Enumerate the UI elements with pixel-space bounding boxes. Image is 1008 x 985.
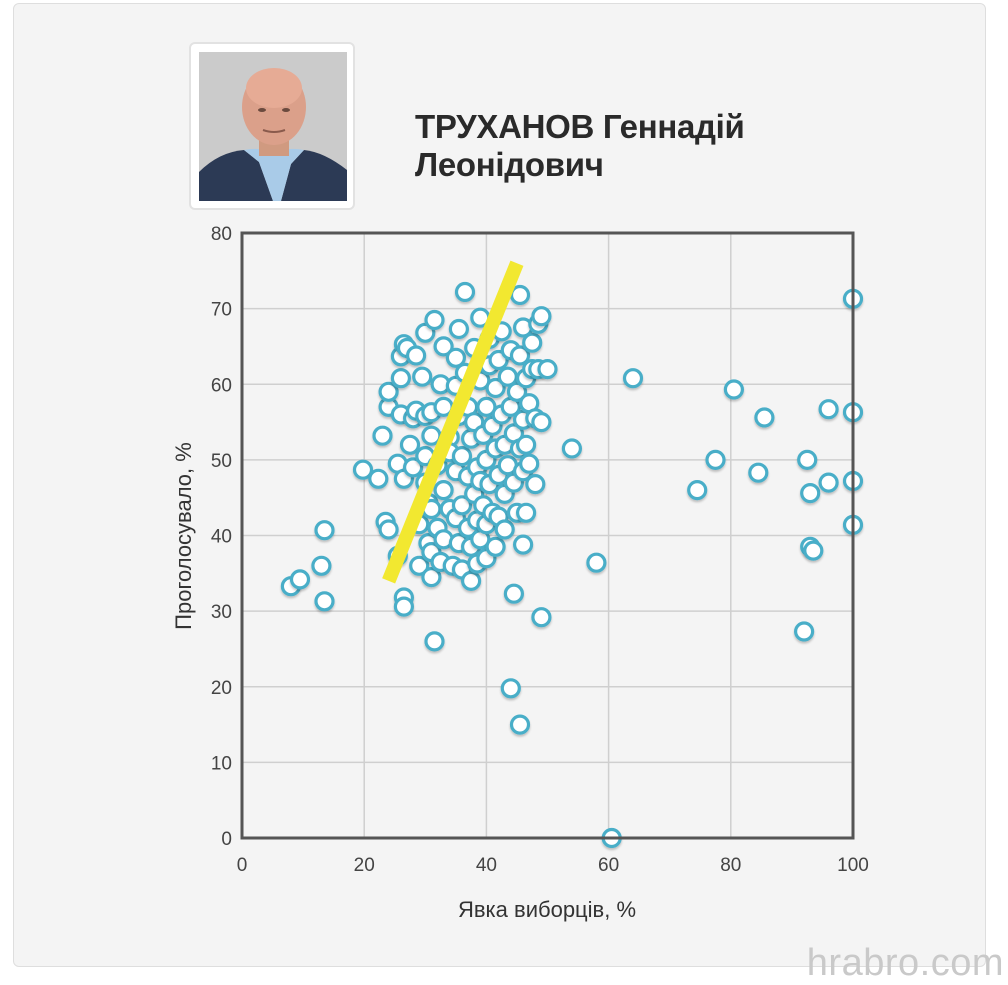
data-point: [461, 570, 482, 592]
data-point: [372, 425, 393, 446]
y-tick-label: 10: [211, 753, 232, 774]
data-point: [818, 472, 839, 493]
data-point: [687, 480, 708, 501]
y-tick-label: 40: [211, 527, 232, 548]
candidate-photo: [199, 52, 347, 201]
data-point: [500, 678, 521, 699]
data-point: [525, 474, 546, 495]
y-tick-label: 80: [211, 224, 232, 245]
data-point: [352, 459, 374, 480]
data-point: [622, 368, 644, 389]
data-point: [485, 536, 506, 557]
candidate-photo-frame: [189, 42, 355, 210]
x-tick-label: 20: [354, 855, 375, 876]
data-point: [494, 519, 515, 540]
candidate-patronymic: Леонідович: [415, 146, 604, 183]
data-point: [512, 534, 534, 555]
data-point: [531, 607, 552, 628]
data-point: [476, 396, 497, 417]
candidate-name: ТРУХАНОВ Геннадій Леонідович: [415, 108, 745, 184]
data-point: [509, 714, 531, 735]
data-point: [531, 412, 552, 433]
x-tick-label: 60: [598, 855, 619, 876]
data-point: [515, 502, 537, 523]
x-axis-ticks: 0 20 40 60 80 100: [237, 855, 869, 876]
y-tick-label: 50: [211, 451, 232, 472]
y-tick-label: 20: [211, 678, 232, 699]
trend-line: [382, 260, 524, 584]
data-point: [445, 347, 466, 368]
data-point: [503, 583, 525, 604]
data-point: [403, 457, 424, 478]
x-tick-label: 0: [237, 855, 248, 876]
data-point: [586, 552, 607, 573]
data-point: [509, 345, 531, 366]
watermark: hrabro.com: [806, 942, 1004, 984]
data-point: [433, 480, 454, 501]
data-point: [393, 596, 414, 617]
x-axis-label: Явка виборців, %: [458, 897, 636, 922]
data-point: [424, 631, 445, 652]
data-point: [433, 336, 454, 357]
portrait-image: [199, 52, 347, 201]
data-point: [378, 381, 399, 402]
data-point: [537, 359, 558, 380]
data-point: [522, 332, 543, 353]
data-point: [800, 483, 821, 504]
y-tick-label: 0: [221, 829, 232, 850]
data-point: [723, 379, 745, 400]
data-point: [818, 399, 839, 420]
data-point: [531, 306, 552, 327]
data-point: [289, 569, 311, 590]
y-axis-ticks: 0 10 20 30 40 50 60 70 80: [211, 224, 232, 850]
data-point: [793, 621, 815, 642]
data-point: [406, 345, 427, 366]
plot-frame: [240, 231, 855, 840]
data-point: [451, 495, 473, 516]
data-point: [412, 366, 433, 387]
data-point: [314, 591, 335, 612]
data-point: [409, 555, 430, 576]
data-point: [754, 407, 775, 428]
data-point: [454, 281, 476, 303]
y-tick-label: 70: [211, 300, 232, 321]
x-tick-label: 100: [837, 855, 869, 876]
y-tick-label: 30: [211, 602, 232, 623]
data-point: [421, 566, 442, 588]
data-point: [506, 381, 528, 402]
data-point: [390, 368, 411, 389]
y-axis-label: Проголосувало, %: [171, 442, 196, 630]
candidate-surname-firstname: ТРУХАНОВ Геннадій: [415, 108, 745, 145]
data-point: [399, 434, 421, 455]
y-tick-label: 60: [211, 375, 232, 396]
data-point: [519, 453, 540, 474]
data-point: [485, 377, 506, 399]
data-point: [448, 318, 469, 340]
data-point: [705, 449, 726, 470]
data-point: [515, 434, 537, 455]
data-point: [797, 449, 818, 470]
x-tick-label: 80: [720, 855, 741, 876]
data-point: [748, 462, 769, 483]
data-point: [368, 468, 389, 489]
data-point: [561, 438, 583, 459]
data-point: [803, 540, 824, 561]
data-point: [314, 520, 335, 541]
data-point: [424, 309, 445, 331]
data-point: [451, 446, 473, 467]
x-tick-label: 40: [476, 855, 497, 876]
data-point: [378, 519, 399, 540]
data-point: [311, 555, 332, 576]
